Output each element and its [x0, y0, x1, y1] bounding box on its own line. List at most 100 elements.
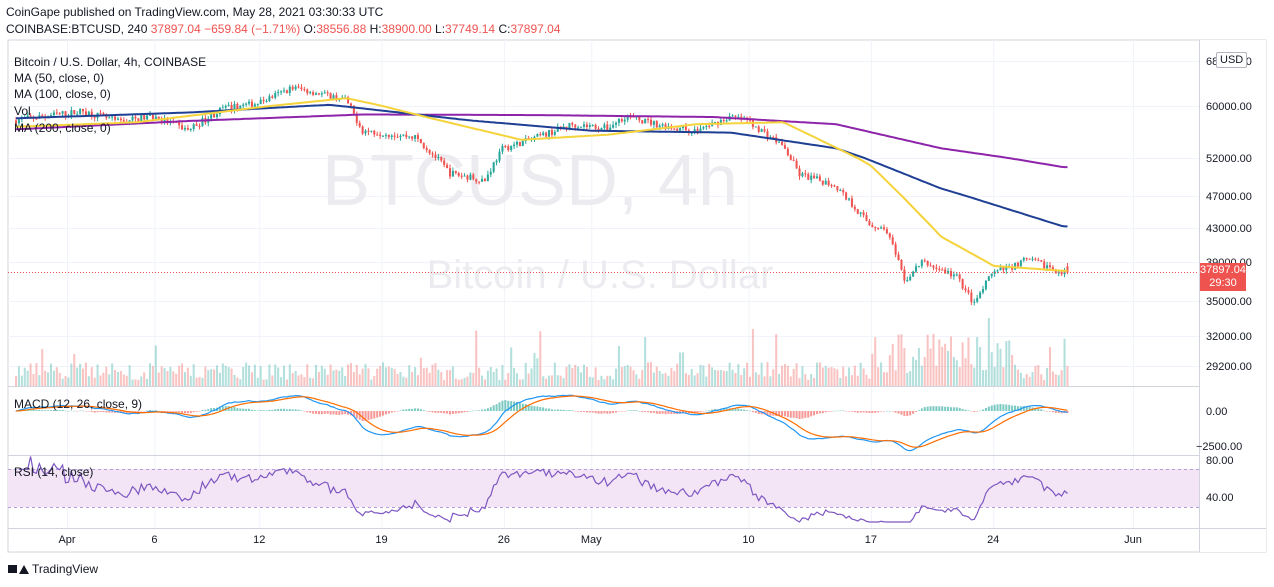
- macd-histogram-bar: [221, 406, 224, 411]
- macd-histogram-bar: [568, 410, 571, 411]
- macd-histogram-bar: [553, 409, 556, 411]
- volume-bar: [900, 334, 903, 386]
- macd-histogram-bar: [932, 406, 935, 411]
- volume-bar: [41, 349, 44, 386]
- volume-bar: [530, 368, 533, 386]
- volume-bar: [903, 348, 906, 386]
- volume-bar: [1022, 378, 1025, 386]
- macd-histogram-bar: [125, 411, 128, 414]
- volume-bar: [917, 347, 920, 386]
- time-tick-label: 26: [498, 534, 510, 546]
- candle-body: [1054, 269, 1057, 274]
- macd-histogram-bar: [1016, 406, 1019, 411]
- volume-bar: [696, 373, 699, 386]
- macd-histogram-bar: [789, 411, 792, 418]
- macd-histogram-bar: [195, 411, 198, 412]
- candle-body: [81, 108, 85, 112]
- macd-histogram-bar: [151, 410, 154, 411]
- candle-body: [944, 269, 947, 274]
- macd-histogram-bar: [941, 406, 944, 411]
- candle-body: [894, 244, 897, 255]
- candle-body: [317, 93, 320, 95]
- macd-histogram-bar: [1008, 404, 1011, 411]
- candle-body: [364, 130, 367, 134]
- candle-body: [274, 92, 277, 98]
- candle-body: [58, 113, 61, 115]
- currency-badge[interactable]: USD: [1216, 52, 1248, 68]
- volume-bar: [498, 379, 501, 386]
- candle-body: [786, 148, 789, 156]
- macd-histogram-bar: [545, 408, 548, 411]
- volume-bar: [606, 375, 609, 386]
- candle-body: [990, 273, 993, 277]
- macd-histogram-bar: [990, 405, 993, 411]
- macd-histogram-bar: [52, 409, 55, 411]
- volume-bar: [912, 356, 915, 386]
- volume-bar: [492, 371, 495, 386]
- candle-body: [981, 289, 985, 293]
- macd-histogram-bar: [574, 411, 577, 412]
- macd-histogram-bar: [344, 411, 347, 415]
- volume-bar: [387, 366, 390, 386]
- macd-histogram-bar: [282, 408, 286, 411]
- candle-body: [574, 124, 577, 128]
- candle-body: [495, 160, 498, 163]
- candle-body: [568, 123, 571, 129]
- candle-body: [938, 268, 941, 270]
- candle-body: [1051, 267, 1054, 270]
- volume-bar: [128, 365, 131, 386]
- volume-bar: [347, 364, 350, 386]
- candle-body: [705, 125, 708, 128]
- candle-body: [329, 92, 332, 99]
- candles: [15, 83, 1069, 306]
- legend-macd: MACD (12, 26, close, 9): [14, 397, 143, 411]
- macd-histogram-bar: [271, 409, 274, 411]
- macd-histogram-bar: [935, 406, 938, 411]
- candle-body: [891, 237, 894, 245]
- candle-body: [644, 119, 647, 124]
- candle-body: [320, 93, 323, 95]
- volume-bar: [306, 364, 309, 386]
- macd-histogram-bar: [105, 411, 108, 413]
- volume-bar: [548, 375, 551, 386]
- volume-bar: [76, 367, 79, 386]
- volume-bar: [335, 369, 338, 386]
- volume-bar: [49, 363, 53, 386]
- candle-body: [964, 288, 967, 291]
- candle-body: [518, 141, 521, 147]
- volume-bar: [265, 379, 268, 386]
- candle-body: [195, 124, 198, 126]
- volume-bar: [1057, 375, 1060, 386]
- candle-body: [548, 130, 551, 137]
- candle-body: [387, 134, 390, 137]
- macd-histogram-bar: [79, 410, 82, 412]
- macd-histogram-bar: [917, 410, 920, 411]
- candle-body: [154, 116, 157, 119]
- candle-body: [967, 290, 970, 293]
- footer[interactable]: TradingView: [8, 562, 98, 576]
- volume-bar: [731, 369, 734, 386]
- volume-bar: [848, 367, 851, 386]
- macd-histogram-bar: [652, 411, 655, 413]
- candle-body: [367, 130, 370, 132]
- volume-bar: [288, 364, 291, 386]
- volume-bar: [507, 373, 510, 386]
- macd-histogram-bar: [711, 409, 714, 411]
- candle-body: [248, 101, 251, 104]
- candle-body: [696, 129, 699, 133]
- macd-histogram-bar: [571, 410, 574, 411]
- macd-histogram-bar: [693, 411, 696, 413]
- macd-histogram-bar: [588, 411, 591, 413]
- macd-histogram-bar: [294, 409, 297, 411]
- candle-body: [877, 227, 880, 229]
- candle-body: [830, 185, 833, 187]
- volume-bar: [201, 377, 204, 386]
- candle-body: [79, 108, 82, 114]
- volume-bar: [315, 364, 318, 386]
- volume-bar: [714, 369, 717, 386]
- candle-body: [221, 107, 224, 109]
- candle-body: [326, 92, 329, 94]
- macd-histogram-bar: [242, 408, 245, 411]
- candle-body: [848, 198, 851, 200]
